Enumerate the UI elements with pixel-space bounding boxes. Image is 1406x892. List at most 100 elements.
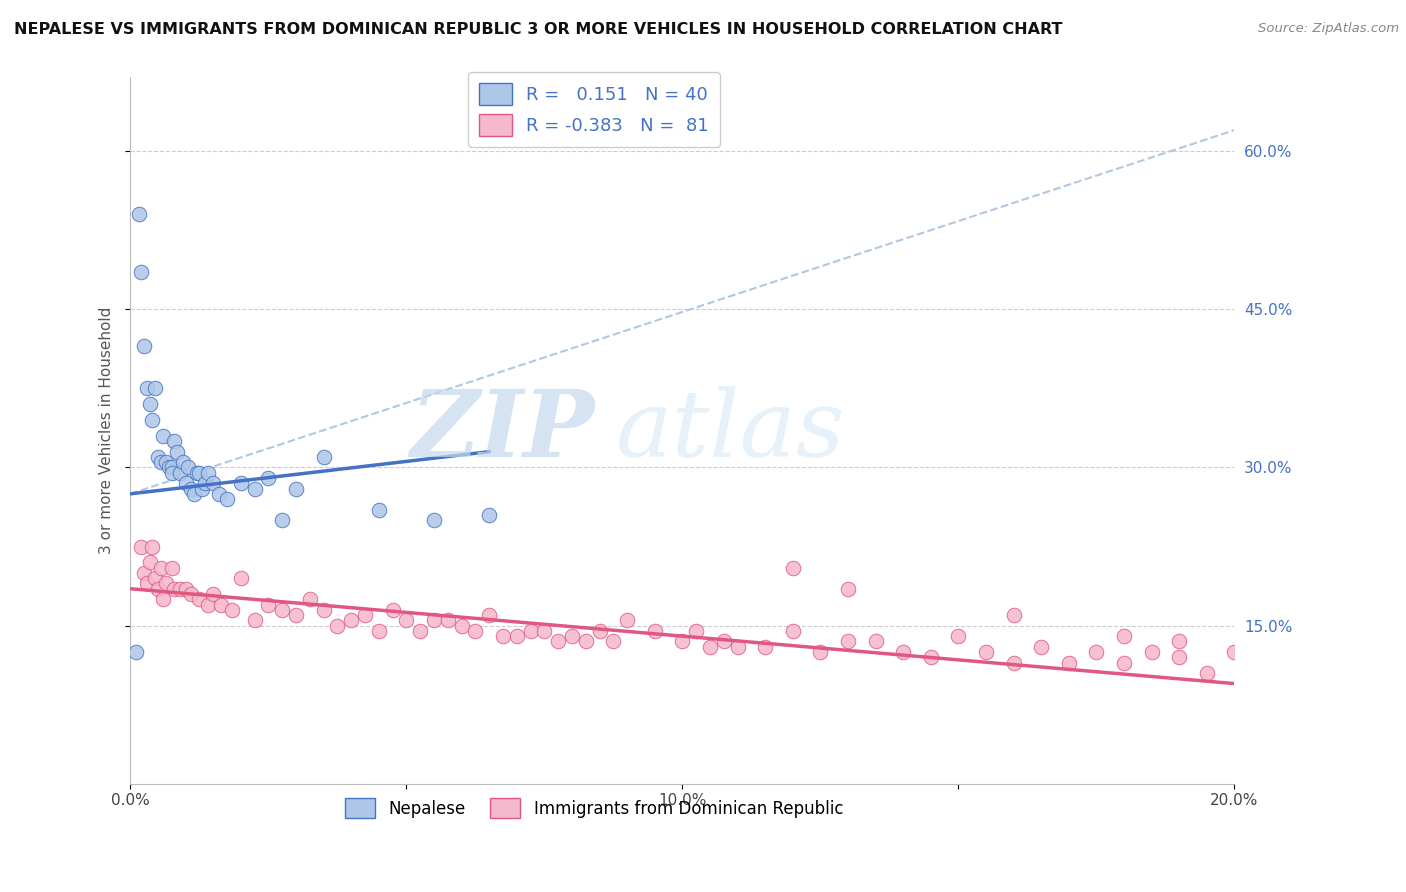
- Point: [284, 608, 307, 623]
- Point: [727, 640, 749, 654]
- Point: [221, 603, 243, 617]
- Point: [782, 560, 804, 574]
- Point: [138, 555, 160, 569]
- Point: [478, 508, 501, 522]
- Point: [381, 603, 404, 617]
- Point: [1347, 666, 1369, 681]
- Point: [149, 560, 172, 574]
- Point: [197, 466, 219, 480]
- Point: [183, 487, 205, 501]
- Point: [312, 603, 335, 617]
- Point: [155, 576, 177, 591]
- Point: [298, 592, 321, 607]
- Point: [312, 450, 335, 464]
- Point: [131, 265, 153, 279]
- Point: [671, 634, 693, 648]
- Point: [141, 540, 163, 554]
- Point: [188, 466, 211, 480]
- Point: [1251, 656, 1274, 670]
- Point: [588, 624, 610, 638]
- Point: [160, 466, 183, 480]
- Point: [1195, 666, 1218, 681]
- Point: [143, 381, 166, 395]
- Point: [837, 582, 859, 596]
- Point: [891, 645, 914, 659]
- Point: [197, 598, 219, 612]
- Point: [149, 455, 172, 469]
- Point: [174, 476, 197, 491]
- Point: [436, 613, 458, 627]
- Point: [1002, 608, 1025, 623]
- Point: [354, 608, 377, 623]
- Point: [519, 624, 541, 638]
- Point: [326, 618, 349, 632]
- Point: [754, 640, 776, 654]
- Point: [478, 608, 501, 623]
- Point: [157, 460, 180, 475]
- Point: [180, 587, 202, 601]
- Point: [194, 476, 217, 491]
- Point: [284, 482, 307, 496]
- Point: [166, 444, 188, 458]
- Legend: Nepalese, Immigrants from Dominican Republic: Nepalese, Immigrants from Dominican Repu…: [339, 791, 849, 825]
- Point: [644, 624, 666, 638]
- Point: [209, 598, 232, 612]
- Y-axis label: 3 or more Vehicles in Household: 3 or more Vehicles in Household: [100, 307, 114, 554]
- Point: [1057, 656, 1080, 670]
- Point: [395, 613, 418, 627]
- Point: [131, 540, 153, 554]
- Point: [450, 618, 472, 632]
- Point: [602, 634, 624, 648]
- Point: [146, 582, 169, 596]
- Point: [160, 460, 183, 475]
- Point: [243, 613, 266, 627]
- Point: [243, 482, 266, 496]
- Text: atlas: atlas: [616, 385, 845, 475]
- Point: [920, 650, 942, 665]
- Point: [837, 634, 859, 648]
- Point: [169, 582, 191, 596]
- Point: [616, 613, 638, 627]
- Point: [146, 450, 169, 464]
- Point: [506, 629, 529, 643]
- Point: [685, 624, 707, 638]
- Point: [160, 560, 183, 574]
- Point: [464, 624, 486, 638]
- Point: [134, 566, 156, 580]
- Point: [367, 624, 389, 638]
- Point: [575, 634, 598, 648]
- Point: [409, 624, 432, 638]
- Point: [215, 492, 238, 507]
- Point: [229, 571, 252, 585]
- Point: [713, 634, 735, 648]
- Point: [134, 339, 156, 353]
- Point: [169, 466, 191, 480]
- Point: [180, 482, 202, 496]
- Point: [547, 634, 569, 648]
- Point: [1168, 650, 1191, 665]
- Point: [191, 482, 214, 496]
- Point: [257, 471, 280, 485]
- Point: [135, 381, 157, 395]
- Point: [143, 571, 166, 585]
- Point: [948, 629, 970, 643]
- Point: [163, 434, 186, 449]
- Point: [1112, 629, 1135, 643]
- Point: [423, 513, 446, 527]
- Point: [1306, 661, 1329, 675]
- Point: [699, 640, 721, 654]
- Text: Source: ZipAtlas.com: Source: ZipAtlas.com: [1258, 22, 1399, 36]
- Point: [423, 613, 446, 627]
- Point: [1112, 656, 1135, 670]
- Point: [208, 487, 231, 501]
- Point: [257, 598, 280, 612]
- Point: [125, 645, 148, 659]
- Point: [152, 429, 174, 443]
- Point: [533, 624, 555, 638]
- Text: ZIP: ZIP: [409, 385, 593, 475]
- Point: [202, 587, 225, 601]
- Point: [186, 466, 208, 480]
- Point: [177, 460, 200, 475]
- Point: [865, 634, 887, 648]
- Point: [138, 397, 160, 411]
